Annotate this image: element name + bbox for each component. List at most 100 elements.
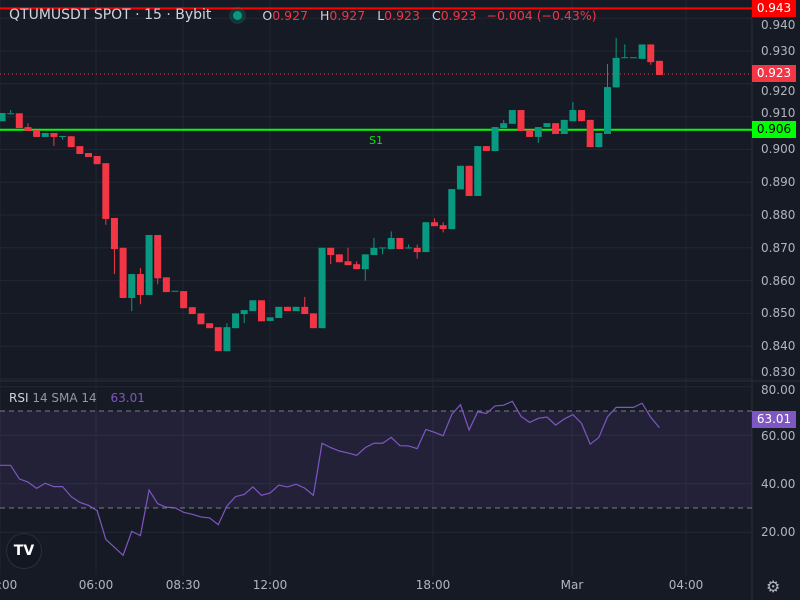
candle-body	[456, 165, 464, 190]
candle	[361, 254, 369, 281]
rsi-params: 14 SMA 14	[32, 391, 97, 405]
tradingview-logo[interactable]: TV	[6, 533, 42, 569]
rsi-band-fill	[0, 411, 752, 508]
candle-body	[543, 123, 551, 128]
candle-body	[59, 135, 67, 137]
rsi-legend[interactable]: RSI 14 SMA 14 63.01	[9, 391, 145, 405]
candle	[379, 247, 387, 255]
candle-body	[448, 189, 456, 230]
candle-body	[15, 113, 23, 129]
candle	[560, 119, 568, 134]
candle-body	[586, 119, 594, 148]
candle	[396, 237, 404, 250]
candle	[33, 130, 41, 137]
rsi-tick: 20.00	[761, 525, 796, 540]
time-tick: Mar	[560, 578, 584, 592]
candle	[387, 231, 395, 250]
candle	[206, 323, 214, 329]
candle-body	[76, 146, 84, 154]
candle-body	[474, 146, 482, 196]
high-value: 0.927	[329, 7, 366, 23]
candle-body	[413, 247, 421, 253]
change-value: −0.004 (−0.43%)	[486, 7, 597, 23]
candle-body	[500, 123, 508, 129]
candle	[344, 247, 352, 266]
price-tick: 0.840	[761, 339, 796, 354]
candle	[7, 110, 15, 115]
candle-body	[266, 317, 274, 321]
candle	[76, 146, 84, 154]
candle-body	[482, 146, 490, 152]
candle-body	[0, 112, 6, 122]
candle-body	[595, 133, 603, 148]
price-tag: 0.906	[752, 121, 796, 139]
candle	[370, 237, 378, 256]
candle-body	[560, 119, 568, 134]
rsi-line	[0, 400, 660, 557]
candle-body	[283, 306, 291, 312]
candle	[0, 112, 6, 122]
candle	[327, 247, 335, 265]
candle	[41, 133, 49, 137]
rsi-title: RSI	[9, 391, 29, 405]
candle	[258, 300, 265, 322]
candle	[569, 102, 577, 122]
candle-body	[638, 44, 646, 59]
candle	[249, 300, 257, 312]
candle-body	[154, 235, 162, 279]
open-value: 0.927	[272, 7, 309, 23]
candle	[309, 313, 317, 329]
gear-icon[interactable]: ⚙	[766, 577, 781, 596]
candle	[154, 235, 162, 285]
candle-body	[534, 127, 542, 137]
candle-body	[110, 217, 118, 250]
candle-body	[93, 155, 101, 165]
candle-body	[67, 136, 75, 148]
candle	[180, 291, 188, 309]
candle	[482, 146, 490, 152]
candles	[0, 37, 663, 352]
time-tick: 18:00	[415, 578, 451, 592]
candle-body	[171, 290, 179, 292]
candle	[526, 130, 534, 137]
candle	[318, 247, 326, 329]
candle-body	[275, 306, 283, 318]
rsi-tick: 80.00	[761, 383, 796, 397]
rsi-price-tag: 63.01	[752, 410, 796, 428]
candle	[578, 110, 586, 122]
candle	[638, 44, 646, 59]
candle-body	[439, 225, 447, 230]
candle	[655, 60, 663, 75]
candle	[517, 110, 525, 132]
price-tag: 0.943	[752, 0, 796, 17]
candle	[93, 155, 101, 165]
candle	[448, 189, 456, 230]
high-label: H	[320, 7, 330, 23]
candle	[405, 244, 413, 249]
rsi-tick: 60.00	[761, 429, 796, 444]
candle-body	[223, 327, 231, 352]
candle-body	[145, 235, 153, 296]
candle-body	[214, 327, 222, 352]
candle-body	[517, 110, 525, 132]
candle	[500, 119, 508, 129]
price-tick: 0.920	[761, 83, 796, 98]
candle	[110, 217, 118, 275]
candle-body	[387, 237, 395, 250]
candle	[353, 261, 361, 270]
symbol-title[interactable]: QTUMUSDT SPOT · 15 · Bybit	[9, 7, 212, 23]
candle-body	[344, 261, 352, 266]
candle	[534, 127, 542, 143]
symbol-legend: QTUMUSDT SPOT · 15 · Bybit O0.927 H0.927…	[9, 7, 597, 23]
candle	[136, 268, 144, 305]
candle	[197, 313, 205, 325]
candle	[474, 146, 482, 196]
candle	[162, 277, 170, 293]
candle	[223, 323, 231, 352]
candle-body	[50, 133, 58, 137]
candle	[145, 235, 153, 296]
candle-body	[353, 264, 361, 270]
candle-body	[655, 60, 663, 75]
